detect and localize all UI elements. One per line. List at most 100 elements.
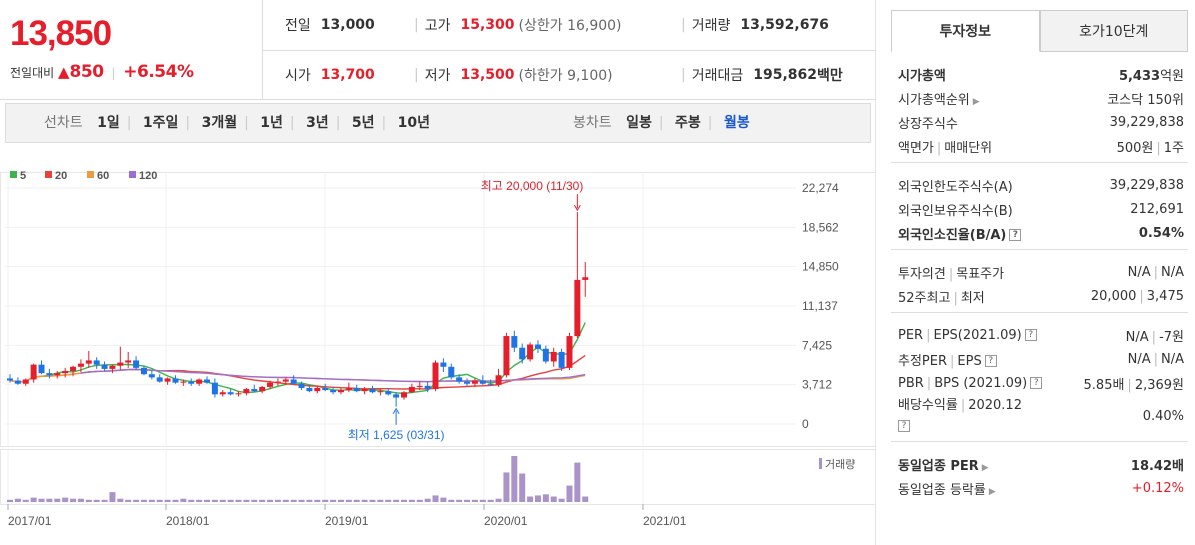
industry-per-value: 18.42배 xyxy=(1130,458,1184,474)
volume-bar xyxy=(448,499,455,502)
volume-bar xyxy=(519,473,526,502)
candle-daily[interactable]: 일봉 xyxy=(626,115,652,131)
legend-label: 120 xyxy=(139,170,157,182)
bps-label: BPS (2021.09) xyxy=(934,375,1028,391)
candle-body xyxy=(140,367,147,375)
volume-bar xyxy=(133,499,140,502)
help-icon[interactable]: ? xyxy=(1009,229,1022,241)
legend-swatch xyxy=(10,171,17,178)
volume-bar xyxy=(172,499,179,502)
volume-bar xyxy=(267,499,274,502)
candle-body xyxy=(385,391,392,395)
period-3m[interactable]: 3개월 xyxy=(201,115,238,131)
period-10y[interactable]: 10년 xyxy=(397,115,431,131)
candle-body xyxy=(558,351,565,368)
period-3y[interactable]: 3년 xyxy=(306,115,329,131)
volume-bar xyxy=(456,499,463,502)
candle-body xyxy=(54,373,61,376)
volume-bar xyxy=(534,495,541,502)
w52-low-value: 3,475 xyxy=(1146,288,1184,304)
row-opinion: 투자의견 | 목표주가 N/A | N/A xyxy=(898,264,1184,282)
volume-plot-frame xyxy=(0,449,876,505)
volume-label: 거래량 xyxy=(691,18,731,34)
volume-bar xyxy=(401,499,407,502)
dividend-value: 0.40% xyxy=(1142,408,1184,424)
change-percent: +6.54% xyxy=(123,62,194,82)
volume-bar xyxy=(424,498,431,502)
info-table: 시가총액 5,433억원 시가총액순위 ▶ 코스닥 150위 상장주식수 39,2… xyxy=(891,52,1188,504)
open-value: 13,700 xyxy=(320,67,375,83)
volume-bar xyxy=(464,499,471,502)
pbr-label: PBR xyxy=(898,375,924,391)
candle-body xyxy=(416,385,423,387)
candle-body xyxy=(125,360,132,363)
legend-label: 5 xyxy=(20,170,26,182)
dividend-label: 배당수익률 xyxy=(898,398,958,413)
volume-bar xyxy=(259,499,266,502)
candle-body xyxy=(204,379,210,383)
volume-bar xyxy=(14,498,21,502)
help-icon[interactable]: ? xyxy=(898,419,910,432)
listed-shares-value: 39,229,838 xyxy=(1109,114,1184,130)
candle-body xyxy=(46,373,53,376)
volume-bar xyxy=(62,497,69,502)
foreign-hold-value: 212,691 xyxy=(1130,201,1184,217)
info-tabs: 투자정보 호가10단계 xyxy=(891,10,1188,52)
candle-body xyxy=(542,348,549,362)
row-par-value: 액면가 | 매매단위 500원 | 1주 xyxy=(898,140,1184,156)
candle-body xyxy=(156,377,163,382)
period-5y[interactable]: 5년 xyxy=(351,115,375,131)
volume-bar xyxy=(243,499,250,502)
candle-body xyxy=(148,374,155,378)
chart-section: 13,850 전일대비 ▲850 | +6.54% 전일 13,000 | 고가… xyxy=(0,0,876,545)
candle-body xyxy=(519,347,526,360)
tab-investment-info[interactable]: 투자정보 xyxy=(891,10,1040,52)
candle-body xyxy=(227,392,234,395)
upper-limit: (상한가 16,900) xyxy=(518,18,622,34)
amount-value: 195,862 xyxy=(753,67,818,83)
row-industry-per[interactable]: 동일업종 PER ▶ 18.42배 xyxy=(891,452,1188,476)
legend-swatch xyxy=(87,171,94,178)
market-cap-rank-label: 시가총액순위 xyxy=(898,92,970,108)
volume-bar xyxy=(148,499,155,502)
est-eps-label: EPS xyxy=(957,353,982,369)
chevron-right-icon: ▶ xyxy=(981,462,989,473)
candle-body xyxy=(109,365,116,369)
candle-body xyxy=(251,389,258,392)
candle-body xyxy=(62,371,69,374)
volume-bar xyxy=(251,499,258,502)
x-tick-label: 2017/01 xyxy=(8,514,52,528)
candle-body xyxy=(345,387,352,391)
row-foreign-hold: 외국인보유주식수(B) 212,691 xyxy=(891,197,1188,221)
candle-body xyxy=(479,380,486,384)
volume-bar xyxy=(117,498,124,502)
period-1d[interactable]: 1일 xyxy=(97,115,120,131)
row-industry-rate[interactable]: 동일업종 등락률 ▶ +0.12% xyxy=(891,476,1188,500)
help-icon[interactable]: ? xyxy=(984,355,997,367)
amount-cell: | 거래대금 195,862 백만 xyxy=(681,67,843,84)
per-label: PER xyxy=(898,327,924,343)
candle-periods: 봉차트 일봉 | 주봉 | 월봉 xyxy=(573,115,750,131)
volume-bar xyxy=(77,498,84,502)
period-1w[interactable]: 1주일 xyxy=(142,115,179,131)
period-1y[interactable]: 1년 xyxy=(260,115,283,131)
volume-bar xyxy=(542,494,549,502)
market-cap-rank-value: 코스닥 150위 xyxy=(1107,92,1184,108)
w52-high-value: 20,000 xyxy=(1090,288,1137,304)
candle-monthly[interactable]: 월봉 xyxy=(723,115,750,131)
y-tick-label: 22,274 xyxy=(802,181,839,195)
help-icon[interactable]: ? xyxy=(1030,377,1043,389)
volume-bar xyxy=(298,499,305,502)
volume-bar xyxy=(432,495,439,502)
volume-bar xyxy=(385,499,392,502)
help-icon[interactable]: ? xyxy=(1024,329,1037,341)
candle-body xyxy=(456,377,463,382)
candle-body xyxy=(235,393,242,395)
candle-body xyxy=(172,378,179,383)
high-cell: | 고가 15,300 (상한가 16,900) xyxy=(414,17,622,34)
row-market-cap-rank[interactable]: 시가총액순위 ▶ 코스닥 150위 xyxy=(891,86,1188,110)
candle-weekly[interactable]: 주봉 xyxy=(675,115,701,131)
tab-order-book[interactable]: 호가10단계 xyxy=(1039,10,1188,52)
candle-body xyxy=(274,381,281,383)
x-tick-label: 2021/01 xyxy=(643,514,687,528)
